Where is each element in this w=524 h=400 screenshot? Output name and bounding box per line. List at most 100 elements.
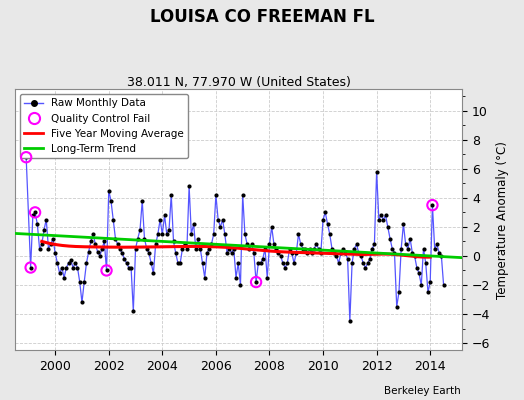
Point <box>341 250 350 256</box>
Point <box>410 253 419 259</box>
Point <box>178 246 187 252</box>
Point <box>361 264 369 271</box>
Point <box>406 235 414 242</box>
Point <box>86 238 95 245</box>
Point <box>22 154 30 160</box>
Point <box>207 241 215 248</box>
Point <box>165 226 173 233</box>
Point <box>325 231 334 237</box>
Point <box>31 209 39 216</box>
Point <box>408 250 417 256</box>
Point <box>84 248 93 255</box>
Point <box>47 241 55 248</box>
Point <box>36 246 44 252</box>
Point <box>189 221 198 227</box>
Point <box>221 231 229 237</box>
Point <box>290 260 298 266</box>
Point <box>412 264 421 271</box>
Point <box>107 198 115 204</box>
Point <box>156 216 165 223</box>
Point <box>109 216 117 223</box>
Point <box>388 246 397 252</box>
Point <box>138 198 146 204</box>
Point <box>49 235 57 242</box>
Point <box>419 246 428 252</box>
Point <box>120 256 128 262</box>
Point <box>381 212 390 218</box>
Point <box>431 246 439 252</box>
Point <box>440 282 448 288</box>
Point <box>132 246 140 252</box>
Point <box>319 216 328 223</box>
Point <box>60 274 68 281</box>
Point <box>80 279 89 285</box>
Point <box>143 246 151 252</box>
Point <box>334 260 343 266</box>
Point <box>169 238 178 245</box>
Point <box>147 260 155 266</box>
Point <box>428 202 436 208</box>
Point <box>294 231 303 237</box>
Point <box>348 260 356 266</box>
Point <box>399 221 408 227</box>
Point <box>154 231 162 237</box>
Point <box>357 253 365 259</box>
Point <box>305 246 314 252</box>
Point <box>368 246 376 252</box>
Point <box>247 241 256 248</box>
Point <box>174 260 182 266</box>
Point <box>277 253 285 259</box>
Point <box>96 253 104 259</box>
Point <box>183 246 191 252</box>
Point <box>316 250 325 256</box>
Point <box>386 235 394 242</box>
Point <box>297 241 305 248</box>
Point <box>258 256 267 262</box>
Point <box>370 241 379 248</box>
Point <box>176 260 184 266</box>
Point <box>196 246 204 252</box>
Point <box>98 246 106 252</box>
Point <box>223 250 231 256</box>
Point <box>29 212 37 218</box>
Point <box>238 192 247 198</box>
Y-axis label: Temperature Anomaly (°C): Temperature Anomaly (°C) <box>496 141 509 298</box>
Point <box>252 279 260 285</box>
Point <box>216 224 225 230</box>
Point <box>292 250 300 256</box>
Point <box>283 260 291 266</box>
Point <box>26 264 35 271</box>
Point <box>268 224 276 230</box>
Point <box>272 246 280 252</box>
Point <box>435 250 443 256</box>
Point <box>346 318 354 324</box>
Point <box>198 260 206 266</box>
Point <box>73 264 82 271</box>
Point <box>105 188 113 194</box>
Point <box>225 246 234 252</box>
Point <box>323 221 332 227</box>
Point <box>45 246 53 252</box>
Point <box>69 264 77 271</box>
Point <box>203 250 211 256</box>
Point <box>312 241 321 248</box>
Point <box>40 226 48 233</box>
Point <box>359 260 367 266</box>
Point <box>330 250 339 256</box>
Point <box>214 216 222 223</box>
Point <box>366 256 374 262</box>
Point <box>392 304 401 310</box>
Point <box>38 241 46 248</box>
Point <box>403 246 412 252</box>
Point <box>102 267 111 274</box>
Point <box>377 212 385 218</box>
Point <box>71 260 80 266</box>
Point <box>62 264 71 271</box>
Point <box>274 250 282 256</box>
Point <box>230 246 238 252</box>
Point <box>33 221 41 227</box>
Point <box>31 209 39 216</box>
Point <box>151 241 160 248</box>
Point <box>241 231 249 237</box>
Point <box>270 241 278 248</box>
